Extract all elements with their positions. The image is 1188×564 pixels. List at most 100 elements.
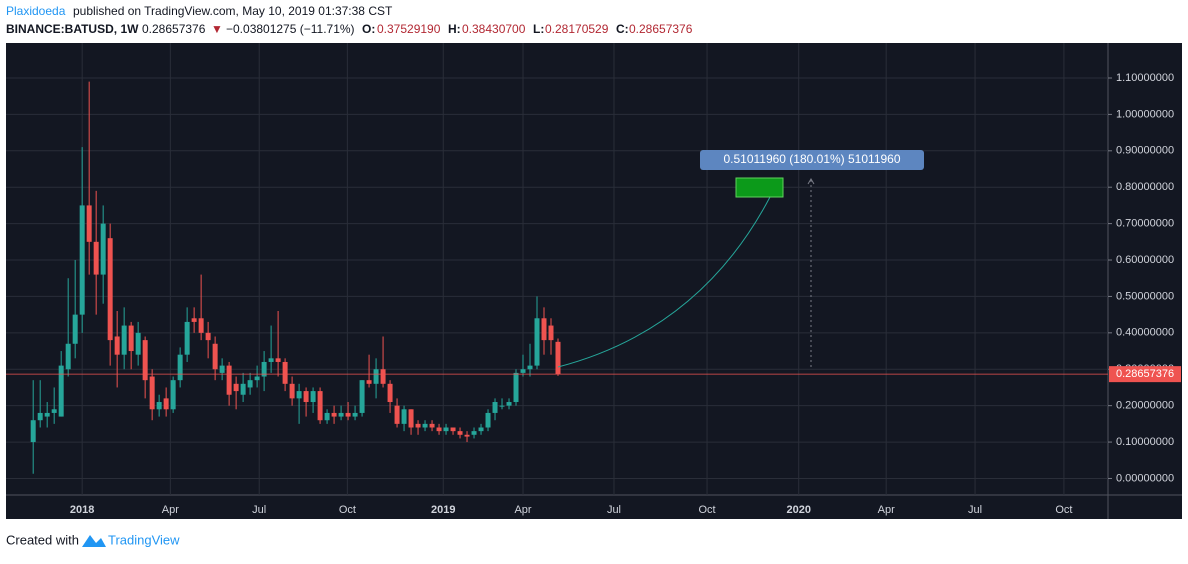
candle-body — [541, 318, 547, 341]
ohlc-value: 0.28657376 — [629, 22, 693, 36]
y-tick-label: 1.00000000 — [1116, 108, 1174, 120]
candle-body — [457, 431, 463, 435]
candle-body — [373, 369, 379, 384]
x-tick-label: Oct — [698, 504, 715, 516]
candle-body — [128, 325, 134, 352]
candle-body — [338, 412, 344, 417]
change: −0.03801275 (−11.71%) — [226, 22, 355, 36]
candle-body — [212, 343, 218, 370]
y-tick-label: 0.10000000 — [1116, 436, 1174, 448]
candle-body — [226, 365, 232, 395]
chart-bg — [6, 43, 1182, 519]
y-tick-label: 0.00000000 — [1116, 472, 1174, 484]
candle-body — [534, 318, 540, 366]
candle-body — [100, 223, 106, 275]
candle-body — [513, 372, 519, 403]
footer-brand[interactable]: TradingView — [108, 532, 180, 547]
candle-body — [464, 434, 470, 437]
candle-body — [177, 354, 183, 381]
y-tick-label: 0.60000000 — [1116, 254, 1174, 266]
candle-body — [107, 238, 113, 341]
candle-body — [268, 358, 274, 362]
candle-body — [37, 412, 43, 421]
x-tick-label: Apr — [162, 504, 179, 516]
y-tick-label: 0.90000000 — [1116, 145, 1174, 157]
y-tick-label: 1.10000000 — [1116, 72, 1174, 84]
projection-curve — [557, 196, 771, 368]
candle-body — [436, 427, 442, 432]
candle-body — [51, 409, 57, 413]
last-price: 0.28657376 — [142, 22, 206, 36]
candle-body — [86, 205, 92, 242]
ohlc-label: C: — [616, 22, 629, 36]
x-tick-label: Oct — [1055, 504, 1072, 516]
candle-body — [366, 380, 372, 384]
candle-body — [499, 405, 505, 407]
candle-body — [233, 383, 239, 392]
y-tick-label: 0.80000000 — [1116, 181, 1174, 193]
x-tick-label: 2018 — [70, 504, 94, 516]
candle-body — [254, 376, 260, 381]
candle-body — [219, 365, 225, 373]
candle-body — [275, 358, 281, 362]
price-tag-bg — [1109, 366, 1181, 383]
ohlc-value: 0.28170529 — [545, 22, 609, 36]
candle-body — [422, 423, 428, 428]
candle-body — [93, 241, 99, 275]
candle-body — [282, 361, 288, 384]
projection-label-bg — [700, 150, 924, 170]
candle-body — [184, 321, 190, 355]
candle-body — [527, 365, 533, 370]
footer: Created with — [6, 532, 79, 547]
candle-body — [79, 205, 85, 315]
x-tick-label: Jul — [968, 504, 982, 516]
candle-body — [72, 314, 78, 344]
ohlc-label: O: — [362, 22, 375, 36]
candle-body — [205, 332, 211, 341]
candle-body — [240, 383, 246, 395]
candle-body — [191, 318, 197, 322]
y-tick-label: 0.20000000 — [1116, 400, 1174, 412]
candle-body — [387, 383, 393, 403]
candle-body — [506, 402, 512, 406]
symbol: BINANCE:BATUSD, 1W — [6, 22, 139, 36]
candle-body — [359, 380, 365, 413]
x-tick-label: 2020 — [786, 504, 810, 516]
target-box — [735, 177, 784, 198]
candle-body — [163, 398, 169, 410]
candle-body — [30, 420, 36, 443]
ohlc-value: 0.37529190 — [377, 22, 441, 36]
candle-body — [555, 341, 561, 375]
candle-body — [310, 391, 316, 403]
candle-body — [149, 376, 155, 410]
published: published on TradingView.com, May 10, 20… — [73, 4, 393, 18]
candle-body — [170, 380, 176, 410]
candle-body — [121, 325, 127, 355]
candle-body — [478, 427, 484, 432]
candle-body — [324, 412, 330, 421]
candle-body — [548, 325, 554, 341]
ohlc-label: L: — [533, 22, 544, 36]
x-tick-label: Apr — [878, 504, 895, 516]
candle-body — [520, 369, 526, 373]
x-tick-label: Oct — [339, 504, 356, 516]
candle-body — [198, 318, 204, 333]
y-tick-label: 0.70000000 — [1116, 218, 1174, 230]
candle-body — [261, 361, 267, 377]
author[interactable]: Plaxidoeda — [6, 4, 66, 18]
candle-body — [65, 343, 71, 370]
candle-body — [415, 423, 421, 428]
y-tick-label: 0.40000000 — [1116, 327, 1174, 339]
ohlc-value: 0.38430700 — [462, 22, 526, 36]
candle-body — [331, 412, 337, 417]
candle-body — [394, 405, 400, 424]
candle-body — [401, 409, 407, 424]
price-tag: 0.28657376 — [1116, 368, 1174, 380]
candle-body — [380, 369, 386, 384]
candle-body — [247, 380, 253, 388]
candle-body — [485, 412, 491, 428]
candle-body — [289, 383, 295, 399]
candle-body — [303, 391, 309, 403]
candle-body — [450, 427, 456, 432]
